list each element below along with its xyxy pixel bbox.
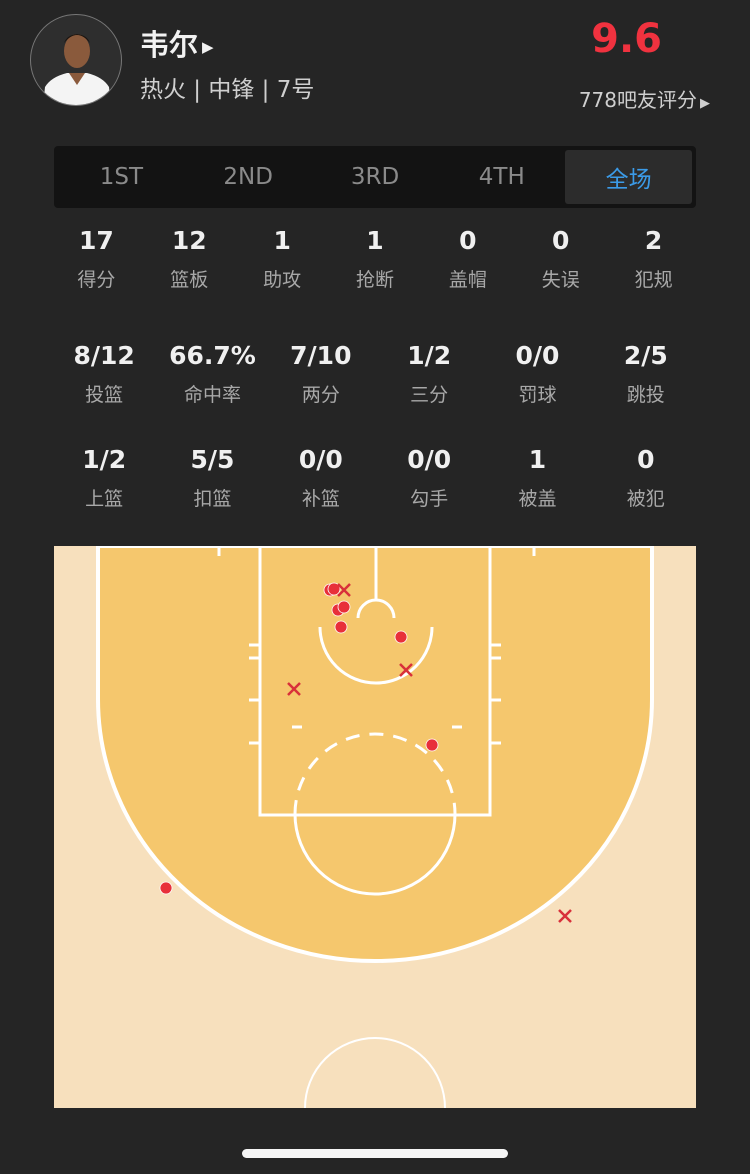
stat-value: 0 <box>637 445 655 474</box>
shot-made-marker <box>334 620 348 634</box>
player-name[interactable]: 韦尔 ▶ <box>140 22 214 64</box>
fan-rating-link[interactable]: 778吧友评分 ▶ <box>579 84 710 113</box>
stat-item: 1 被盖 <box>483 445 591 511</box>
fan-rating-text: 778吧友评分 <box>578 88 697 112</box>
stat-item: 1/2 上篮 <box>50 445 158 511</box>
shot-made-marker <box>425 738 439 752</box>
tab-1st[interactable]: 1ST <box>99 164 144 190</box>
tab-full-game[interactable]: 全场 <box>565 150 692 204</box>
stat-label: 盖帽 <box>448 269 487 291</box>
stat-label: 罚球 <box>518 384 557 406</box>
stat-item: 0/0 补篮 <box>267 445 375 511</box>
stat-label: 扣篮 <box>193 488 232 510</box>
stat-value: 0/0 <box>407 445 452 474</box>
stat-item: 0 被犯 <box>592 445 700 511</box>
stat-item: 2 犯规 <box>607 226 700 292</box>
stat-value: 0/0 <box>515 341 560 370</box>
stat-label: 上篮 <box>85 488 124 510</box>
stats-row-shooting: 8/12 投篮 66.7% 命中率 7/10 两分 1/2 三分 0/0 罚球 2/5 跳投 <box>50 341 700 407</box>
play-arrow-icon: ▶ <box>202 38 214 56</box>
free-throw-circle-lower <box>293 813 457 896</box>
stat-label: 三分 <box>410 384 449 406</box>
stat-item: 5/5 扣篮 <box>158 445 266 511</box>
stat-value: 0 <box>552 226 570 255</box>
stat-item: 0/0 罚球 <box>483 341 591 407</box>
shot-missed-marker <box>558 909 572 923</box>
stat-value: 2/5 <box>623 341 668 370</box>
stat-item: 0/0 勾手 <box>375 445 483 511</box>
stat-item: 66.7% 命中率 <box>158 341 266 407</box>
stat-item: 0 失误 <box>514 226 607 292</box>
stat-value: 1/2 <box>407 341 452 370</box>
shot-chart <box>54 546 696 1108</box>
stat-label: 失误 <box>541 269 580 291</box>
stat-label: 命中率 <box>183 384 241 406</box>
stat-value: 1/2 <box>82 445 127 474</box>
stat-item: 17 得分 <box>50 226 143 292</box>
shot-missed-marker <box>399 663 413 677</box>
stat-label: 被盖 <box>518 488 557 510</box>
stat-label: 得分 <box>77 269 116 291</box>
player-name-text: 韦尔 <box>140 28 199 62</box>
free-throw-circle-upper <box>293 732 457 815</box>
shot-made-marker <box>327 582 341 596</box>
shot-missed-marker <box>337 583 351 597</box>
lane-hash-marks <box>217 546 536 745</box>
stat-item: 1 抢断 <box>329 226 422 292</box>
stat-value: 0/0 <box>298 445 343 474</box>
stat-label: 被犯 <box>626 488 665 510</box>
stat-value: 7/10 <box>290 341 352 370</box>
home-indicator[interactable] <box>242 1149 508 1158</box>
center-circle <box>304 1037 446 1108</box>
stat-label: 投篮 <box>85 384 124 406</box>
stat-value: 8/12 <box>73 341 135 370</box>
tab-3rd[interactable]: 3RD <box>350 164 400 190</box>
three-point-line <box>96 546 654 963</box>
shot-made-marker <box>337 600 351 614</box>
stat-value: 1 <box>528 445 547 474</box>
stat-label: 跳投 <box>626 384 665 406</box>
stat-label: 助攻 <box>263 269 302 291</box>
shot-missed-marker <box>287 682 301 696</box>
stat-value: 17 <box>79 226 114 255</box>
player-info: 热火 | 中锋 | 7号 <box>140 77 315 103</box>
stat-item: 0 盖帽 <box>421 226 514 292</box>
play-arrow-icon: ▶ <box>700 96 710 111</box>
player-avatar[interactable] <box>30 14 122 106</box>
stat-label: 篮板 <box>170 269 209 291</box>
stat-value: 12 <box>171 226 207 255</box>
stat-label: 补篮 <box>301 488 340 510</box>
period-tabs: 1ST 2ND 3RD 4TH 全场 <box>54 146 696 208</box>
stat-item: 2/5 跳投 <box>592 341 700 407</box>
paint-lane <box>258 546 492 817</box>
player-rating: 9.6 <box>591 16 662 62</box>
shot-made-marker <box>394 630 408 644</box>
stat-label: 犯规 <box>634 269 673 291</box>
stat-item: 1/2 三分 <box>375 341 483 407</box>
tab-2nd[interactable]: 2ND <box>223 164 273 190</box>
stat-value: 5/5 <box>190 445 235 474</box>
stat-value: 0 <box>459 226 477 255</box>
stat-item: 8/12 投篮 <box>50 341 158 407</box>
stat-value: 2 <box>644 226 663 255</box>
shot-made-marker <box>159 881 173 895</box>
stat-value: 1 <box>366 226 384 255</box>
stat-item: 1 助攻 <box>236 226 329 292</box>
stat-label: 两分 <box>301 384 340 406</box>
stats-row-shot-types: 1/2 上篮 5/5 扣篮 0/0 补篮 0/0 勾手 1 被盖 0 被犯 <box>50 445 700 511</box>
stat-label: 抢断 <box>356 269 395 291</box>
stats-row-basic: 17 得分 12 篮板 1 助攻 1 抢断 0 盖帽 0 失误 2 犯规 <box>50 226 700 292</box>
stat-label: 勾手 <box>410 488 449 510</box>
stat-value: 1 <box>273 226 291 255</box>
stat-item: 12 篮板 <box>143 226 236 292</box>
stat-item: 7/10 两分 <box>267 341 375 407</box>
tab-4th[interactable]: 4TH <box>478 164 525 190</box>
stat-value: 66.7% <box>169 341 256 370</box>
restricted-area-arc <box>318 626 434 685</box>
